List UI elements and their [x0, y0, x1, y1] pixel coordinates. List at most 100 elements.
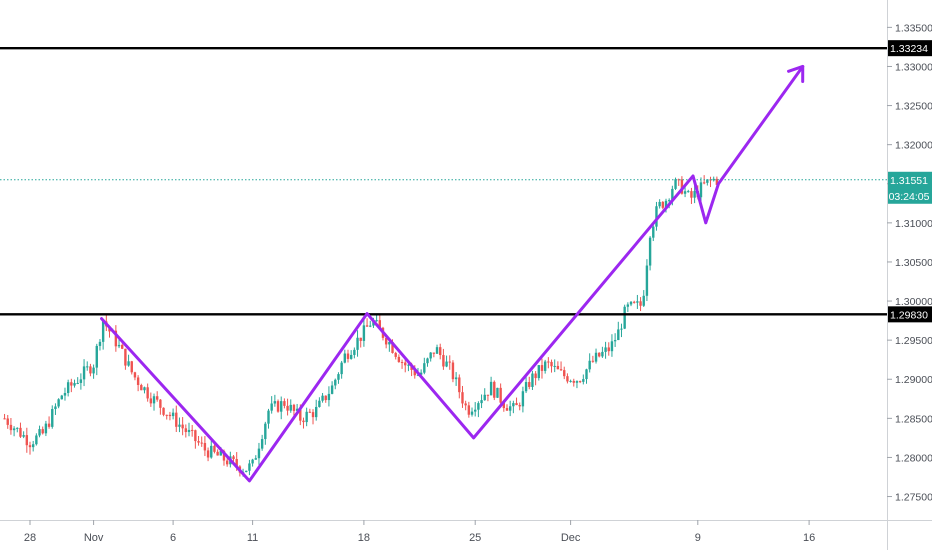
candle — [286, 398, 289, 416]
candle — [556, 361, 560, 370]
candle — [521, 386, 525, 413]
candle — [28, 441, 32, 455]
candle — [187, 422, 191, 437]
candle — [47, 416, 51, 429]
candle — [677, 178, 680, 186]
candle — [369, 320, 372, 328]
candle — [206, 447, 210, 462]
candle — [232, 455, 235, 462]
candle — [442, 348, 445, 370]
candle — [324, 395, 327, 403]
candle — [66, 379, 70, 397]
candle — [683, 186, 687, 198]
y-tick-label: 1.29500 — [895, 335, 932, 347]
candle — [273, 394, 277, 407]
candle — [448, 355, 451, 370]
time-axis[interactable]: 28 Nov 6 11 18 25 Dec 9 16 — [24, 520, 815, 544]
candle — [41, 426, 44, 435]
candle — [550, 359, 553, 373]
candle — [604, 341, 607, 359]
candle — [337, 372, 340, 384]
candle — [623, 304, 626, 330]
candle — [149, 392, 153, 407]
candle — [121, 343, 124, 350]
candle — [578, 380, 582, 384]
candle — [264, 421, 267, 445]
candle — [63, 387, 67, 401]
candle — [171, 408, 175, 420]
candle — [563, 366, 566, 380]
candle — [470, 407, 474, 417]
zigzag-drawing[interactable] — [100, 64, 805, 483]
candle — [73, 379, 76, 388]
candle — [534, 371, 537, 386]
candle — [156, 391, 159, 402]
candle — [19, 422, 22, 438]
candle — [515, 397, 518, 406]
candle — [435, 344, 439, 354]
candle — [709, 176, 712, 188]
candle — [184, 424, 188, 438]
candle — [445, 355, 448, 368]
countdown-timer: 03:24:05 — [889, 191, 930, 203]
candle — [340, 360, 343, 379]
candle — [477, 401, 480, 418]
candle — [362, 318, 366, 347]
candle — [588, 353, 591, 373]
candle — [365, 318, 369, 327]
candle — [70, 378, 73, 393]
candle — [642, 290, 645, 308]
candle — [601, 346, 604, 358]
candle — [598, 352, 601, 358]
price-label-value: 1.29830 — [890, 309, 928, 321]
candle — [607, 342, 610, 356]
candle — [136, 375, 140, 392]
candle — [197, 435, 200, 446]
candle — [429, 352, 432, 362]
candle — [629, 301, 633, 307]
candle — [633, 300, 636, 304]
candle — [321, 392, 324, 403]
candle — [82, 359, 86, 387]
candle — [432, 352, 436, 358]
candle — [559, 361, 563, 372]
y-tick-label: 1.28500 — [895, 413, 932, 425]
candle — [146, 383, 149, 402]
candle — [12, 426, 16, 437]
candle — [652, 224, 655, 242]
candle — [254, 455, 257, 460]
candle — [251, 458, 254, 467]
candle — [86, 361, 89, 371]
zigzag-path[interactable] — [100, 64, 805, 483]
candle — [60, 394, 63, 400]
y-tick-label: 1.32500 — [895, 101, 932, 113]
candle — [613, 333, 617, 347]
candle — [547, 357, 550, 369]
candle — [210, 440, 213, 459]
candle — [359, 337, 362, 348]
candle — [474, 402, 477, 417]
price-axis[interactable]: 1.27500 1.28000 1.28500 1.29000 1.29500 1.300… — [887, 22, 932, 504]
candle — [159, 399, 162, 415]
y-tick-label: 1.33500 — [895, 22, 932, 34]
candle — [216, 449, 219, 456]
candle — [31, 440, 35, 452]
candle — [245, 470, 248, 473]
candle — [89, 363, 92, 377]
candle — [114, 325, 118, 352]
candle — [124, 348, 127, 370]
candle — [270, 396, 273, 414]
candle — [334, 378, 337, 390]
candle — [480, 394, 483, 409]
x-tick-label: 11 — [247, 532, 258, 544]
candle — [687, 189, 690, 193]
y-tick-label: 1.32000 — [895, 140, 932, 152]
candle — [16, 427, 19, 433]
candle — [426, 357, 429, 367]
candle — [353, 347, 356, 359]
candle — [458, 374, 461, 399]
candle — [168, 411, 172, 421]
candle — [152, 393, 156, 411]
horizontal-levels — [0, 46, 887, 316]
